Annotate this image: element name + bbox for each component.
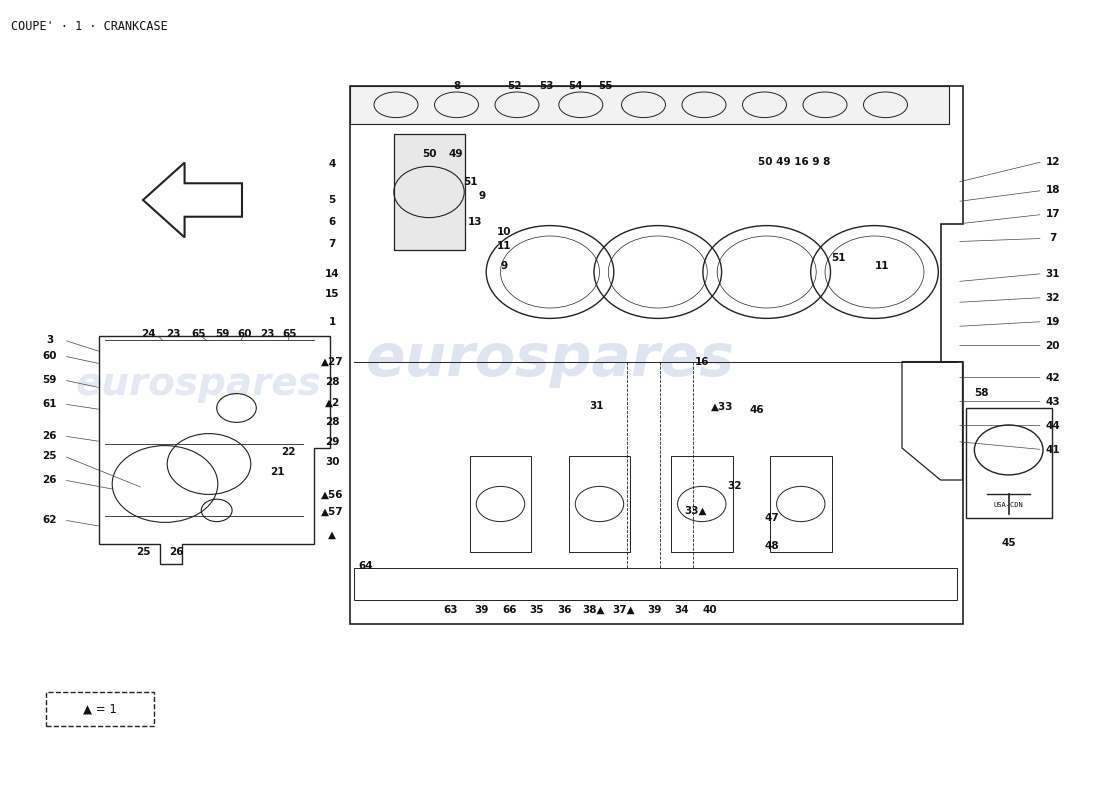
- Text: eurospares: eurospares: [365, 331, 735, 389]
- Text: ▲33: ▲33: [712, 402, 734, 411]
- Bar: [46, 692, 154, 726]
- Text: 50 49 16 9 8: 50 49 16 9 8: [758, 157, 830, 166]
- Text: 46: 46: [749, 405, 764, 414]
- Text: 60: 60: [236, 330, 252, 339]
- Text: 12: 12: [1045, 157, 1060, 166]
- Text: 33▲: 33▲: [684, 506, 706, 515]
- Text: 8: 8: [453, 81, 460, 90]
- Text: 9: 9: [478, 191, 485, 201]
- Text: 6: 6: [329, 218, 336, 227]
- Text: eurospares: eurospares: [75, 365, 321, 403]
- Text: USA-CDN: USA-CDN: [993, 502, 1024, 508]
- Text: 31: 31: [1045, 269, 1060, 278]
- Text: 10: 10: [496, 227, 512, 237]
- Text: 20: 20: [1045, 341, 1060, 350]
- Text: 43: 43: [1045, 397, 1060, 406]
- Text: 26: 26: [168, 547, 184, 557]
- Text: 63: 63: [443, 605, 459, 614]
- Text: 28: 28: [324, 378, 340, 387]
- Text: 49: 49: [448, 149, 463, 158]
- Text: 7: 7: [1049, 234, 1056, 243]
- Text: 64: 64: [358, 562, 373, 571]
- Text: 26: 26: [42, 431, 57, 441]
- Text: ▲: ▲: [328, 530, 337, 539]
- Text: 9: 9: [500, 261, 507, 270]
- Text: 61: 61: [42, 399, 57, 409]
- Text: ▲56: ▲56: [321, 490, 343, 499]
- Text: 1: 1: [329, 318, 336, 327]
- Text: 32: 32: [1045, 293, 1060, 302]
- Text: ▲57: ▲57: [321, 507, 343, 517]
- Text: 59: 59: [214, 330, 230, 339]
- Text: 11: 11: [496, 241, 512, 250]
- Text: 39: 39: [647, 605, 662, 614]
- Text: ▲27: ▲27: [321, 357, 343, 366]
- Text: 29: 29: [324, 438, 340, 447]
- Text: 15: 15: [324, 290, 340, 299]
- Text: 40: 40: [702, 605, 717, 614]
- Text: 30: 30: [324, 458, 340, 467]
- Text: 35: 35: [529, 605, 544, 614]
- Text: 14: 14: [324, 269, 340, 278]
- Text: 45: 45: [1001, 538, 1016, 549]
- Text: 59: 59: [42, 375, 57, 385]
- Text: 48: 48: [764, 541, 780, 550]
- Bar: [966, 408, 1052, 518]
- Text: 28: 28: [324, 418, 340, 427]
- Text: 55: 55: [597, 81, 613, 90]
- Text: 52: 52: [507, 81, 522, 90]
- Text: 23: 23: [260, 330, 275, 339]
- Text: 37▲: 37▲: [613, 605, 635, 614]
- Text: 65: 65: [282, 330, 297, 339]
- Text: 25: 25: [135, 547, 151, 557]
- Text: 62: 62: [42, 515, 57, 525]
- Text: 13: 13: [468, 218, 483, 227]
- Text: 66: 66: [502, 605, 517, 614]
- Text: 54: 54: [568, 81, 583, 90]
- Polygon shape: [143, 162, 242, 238]
- Text: 7: 7: [329, 239, 336, 249]
- Text: 23: 23: [166, 330, 182, 339]
- Text: 19: 19: [1045, 317, 1060, 326]
- Text: 58: 58: [975, 388, 989, 398]
- Text: 11: 11: [874, 261, 890, 270]
- Text: 38▲: 38▲: [583, 605, 605, 614]
- Text: 50: 50: [421, 149, 437, 158]
- Text: 41: 41: [1045, 445, 1060, 454]
- Text: 3: 3: [46, 335, 53, 345]
- Text: 31: 31: [588, 402, 604, 411]
- Text: 39: 39: [474, 605, 490, 614]
- Text: 42: 42: [1045, 373, 1060, 382]
- Text: 53: 53: [539, 81, 554, 90]
- Text: 4: 4: [329, 159, 336, 169]
- Text: 25: 25: [42, 451, 57, 461]
- Text: ▲2: ▲2: [324, 398, 340, 407]
- Text: 51: 51: [463, 178, 478, 187]
- Text: 22: 22: [280, 447, 296, 457]
- Text: 34: 34: [674, 605, 690, 614]
- FancyBboxPatch shape: [350, 86, 949, 124]
- Text: 60: 60: [42, 351, 57, 361]
- Bar: [394, 134, 465, 250]
- Text: 26: 26: [42, 475, 57, 485]
- Text: 17: 17: [1045, 210, 1060, 219]
- Text: 24: 24: [141, 330, 156, 339]
- Text: 32: 32: [727, 482, 742, 491]
- Text: COUPE' · 1 · CRANKCASE: COUPE' · 1 · CRANKCASE: [11, 20, 167, 33]
- Text: 18: 18: [1045, 186, 1060, 195]
- Text: 47: 47: [764, 514, 780, 523]
- Text: 21: 21: [270, 467, 285, 477]
- Text: 44: 44: [1045, 421, 1060, 430]
- Text: 36: 36: [557, 605, 572, 614]
- Text: 5: 5: [329, 195, 336, 205]
- Text: 65: 65: [191, 330, 207, 339]
- Text: 16: 16: [694, 357, 710, 366]
- Text: 51: 51: [830, 253, 846, 262]
- Text: ▲ = 1: ▲ = 1: [84, 702, 117, 715]
